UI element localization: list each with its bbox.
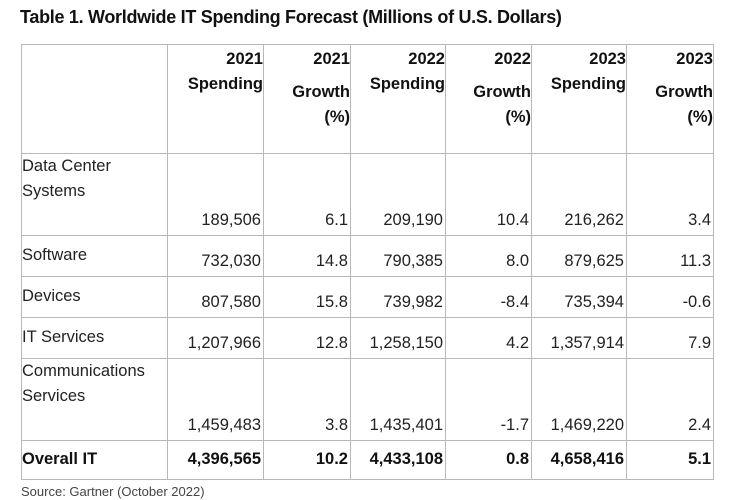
cell-2021-growth: 12.8 [263,317,351,359]
cell-2023-growth: 2.4 [626,358,714,441]
table-title: Table 1. Worldwide IT Spending Forecast … [20,7,562,27]
table-row-it-services: IT Services 1,207,966 12.8 1,258,150 4.2… [21,317,714,359]
header-label: Growth (%) [655,83,713,126]
cell-2021-growth: 15.8 [263,276,351,318]
header-2021-growth: 2021 Growth (%) [263,44,351,154]
header-year: 2021 [226,50,263,68]
cell-2021-spending: 189,506 [167,153,264,236]
table-row-software: Software 732,030 14.8 790,385 8.0 879,62… [21,235,714,277]
header-segment [21,44,168,154]
cell-2021-spending: 807,580 [167,276,264,318]
source-note: Source: Gartner (October 2022) [21,484,205,499]
cell-2022-spending: 209,190 [350,153,446,236]
header-2021-spending: 2021 Spending [167,44,264,154]
row-segment: IT Services [21,317,168,359]
header-year: 2021 [313,50,350,68]
header-label: Growth (%) [473,83,531,126]
table-row-devices: Devices 807,580 15.8 739,982 -8.4 735,39… [21,276,714,318]
header-2023-spending: 2023 Spending [531,44,627,154]
row-segment: Data Center Systems [21,153,168,236]
cell-2023-growth: 5.1 [626,440,714,480]
cell-2023-spending: 4,658,416 [531,440,627,480]
header-2022-spending: 2022 Spending [350,44,446,154]
cell-2023-spending: 1,357,914 [531,317,627,359]
header-year: 2022 [408,50,445,68]
cell-2021-growth: 3.8 [263,358,351,441]
header-2022-growth: 2022 Growth (%) [445,44,532,154]
cell-2021-spending: 4,396,565 [167,440,264,480]
header-2023-growth: 2023 Growth (%) [626,44,714,154]
cell-2022-growth: 0.8 [445,440,532,480]
cell-2022-spending: 790,385 [350,235,446,277]
table-row-communications-services: Communications Services 1,459,483 3.8 1,… [21,358,714,441]
cell-2022-spending: 1,435,401 [350,358,446,441]
cell-2021-growth: 10.2 [263,440,351,480]
row-segment: Communications Services [21,358,168,441]
header-row: 2021 Spending 2021 Growth (%) 2022 Spend… [21,44,714,154]
header-label: Spending [550,75,626,93]
row-segment: Software [21,235,168,277]
header-label: Growth (%) [292,83,350,126]
row-segment: Overall IT [21,440,168,480]
table-row-data-center-systems: Data Center Systems 189,506 6.1 209,190 … [21,153,714,236]
cell-2021-spending: 1,459,483 [167,358,264,441]
row-segment: Devices [21,276,168,318]
cell-2022-growth: 10.4 [445,153,532,236]
cell-2022-growth: -8.4 [445,276,532,318]
cell-2022-spending: 4,433,108 [350,440,446,480]
cell-2022-spending: 1,258,150 [350,317,446,359]
cell-2023-spending: 1,469,220 [531,358,627,441]
cell-2021-spending: 732,030 [167,235,264,277]
header-label: Spending [369,75,445,93]
cell-2022-growth: -1.7 [445,358,532,441]
cell-2022-growth: 4.2 [445,317,532,359]
cell-2021-growth: 14.8 [263,235,351,277]
cell-2023-spending: 879,625 [531,235,627,277]
cell-2023-growth: 11.3 [626,235,714,277]
cell-2023-growth: 7.9 [626,317,714,359]
cell-2023-spending: 216,262 [531,153,627,236]
header-year: 2023 [676,50,713,68]
cell-2022-growth: 8.0 [445,235,532,277]
cell-2021-growth: 6.1 [263,153,351,236]
cell-2021-spending: 1,207,966 [167,317,264,359]
cell-2023-growth: -0.6 [626,276,714,318]
cell-2022-spending: 739,982 [350,276,446,318]
table-row-overall-it: Overall IT 4,396,565 10.2 4,433,108 0.8 … [21,440,714,480]
cell-2023-spending: 735,394 [531,276,627,318]
it-spending-table: 2021 Spending 2021 Growth (%) 2022 Spend… [21,44,714,480]
header-year: 2023 [589,50,626,68]
cell-2023-growth: 3.4 [626,153,714,236]
header-label: Spending [187,75,263,93]
header-year: 2022 [494,50,531,68]
